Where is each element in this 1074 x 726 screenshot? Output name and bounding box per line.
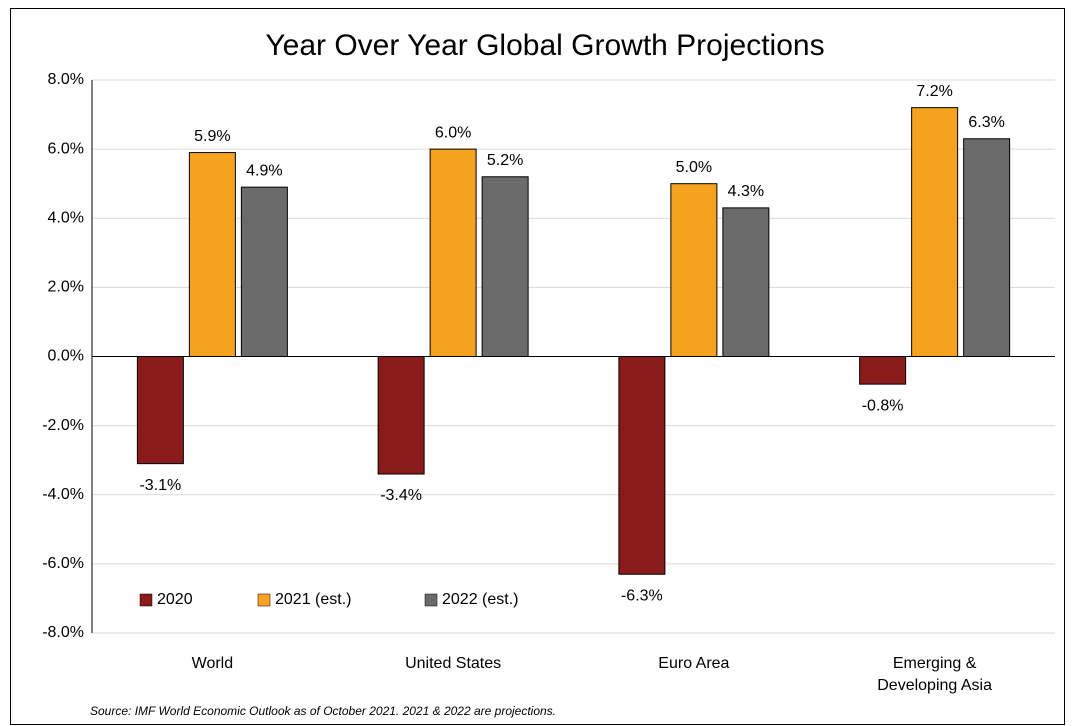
value-label: 4.9% xyxy=(246,162,282,179)
value-label: 7.2% xyxy=(916,83,952,100)
bar xyxy=(240,186,288,357)
value-label: -3.4% xyxy=(380,487,422,504)
value-label: 5.9% xyxy=(194,128,230,145)
legend-label: 2020 xyxy=(157,591,193,608)
legend-label: 2021 (est.) xyxy=(275,591,351,608)
y-tick-label: -2.0% xyxy=(42,417,84,434)
bar xyxy=(481,176,529,357)
bar xyxy=(377,356,425,475)
x-tick-label: United States xyxy=(405,655,502,672)
bar xyxy=(618,356,666,575)
y-tick-label: -6.0% xyxy=(42,555,84,572)
x-tick-label: World xyxy=(191,655,234,672)
value-label: 5.0% xyxy=(676,159,712,176)
legend-swatch xyxy=(139,593,153,607)
value-label: -0.8% xyxy=(862,397,904,414)
bar xyxy=(911,107,959,358)
bar xyxy=(670,183,718,357)
bar xyxy=(859,356,907,385)
value-label: 6.0% xyxy=(435,124,471,141)
value-label: -6.3% xyxy=(621,587,663,604)
value-label: -3.1% xyxy=(139,477,181,494)
chart-title: Year Over Year Global Growth Projections xyxy=(265,29,824,62)
chart-border xyxy=(10,8,1065,725)
legend-swatch xyxy=(257,593,271,607)
legend-label: 2022 (est.) xyxy=(442,591,518,608)
y-tick-label: 4.0% xyxy=(48,209,84,226)
y-tick-label: 0.0% xyxy=(48,348,84,365)
y-tick-label: 8.0% xyxy=(48,71,84,88)
x-tick-label: Euro Area xyxy=(658,655,730,672)
bar xyxy=(963,138,1011,357)
value-label: 6.3% xyxy=(968,114,1004,131)
y-tick-label: 6.0% xyxy=(48,140,84,157)
bar xyxy=(136,356,184,465)
bar xyxy=(722,207,770,357)
y-tick-label: 2.0% xyxy=(48,279,84,296)
bar xyxy=(188,152,236,357)
y-tick-label: -4.0% xyxy=(42,486,84,503)
value-label: 4.3% xyxy=(728,183,764,200)
value-label: 5.2% xyxy=(487,152,523,169)
y-tick-label: -8.0% xyxy=(42,624,84,641)
x-tick-label: Emerging & Developing Asia xyxy=(877,655,992,694)
source-note: Source: IMF World Economic Outlook as of… xyxy=(90,704,556,718)
bar xyxy=(429,148,477,357)
legend-swatch xyxy=(424,593,438,607)
